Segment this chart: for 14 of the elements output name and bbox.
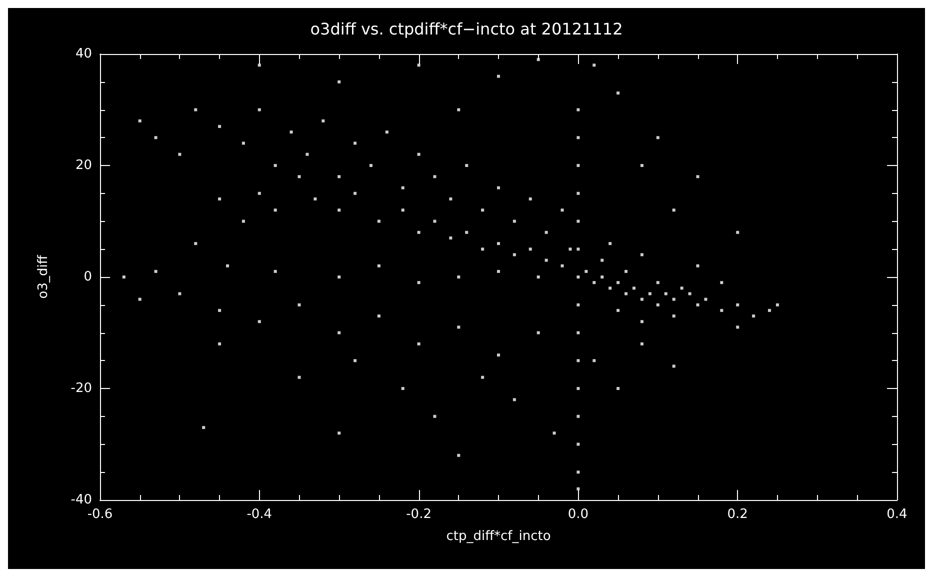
y-axis-title: o3_diff <box>36 254 51 299</box>
y-tick-label: 20 <box>75 158 92 173</box>
x-axis-title: ctp_diff*cf_incto <box>446 529 551 544</box>
x-tick-label: -0.2 <box>406 507 432 522</box>
x-tick-label: 0.0 <box>568 507 589 522</box>
x-tick-label: -0.6 <box>87 507 113 522</box>
y-tick-label: -40 <box>70 492 92 508</box>
x-tick-label: 0.4 <box>886 507 908 522</box>
y-tick-label: 40 <box>75 46 92 62</box>
y-tick-label: -20 <box>70 381 92 396</box>
x-tick-label: -0.4 <box>246 507 272 522</box>
y-tick-label: 0 <box>84 270 92 284</box>
chart-title: o3diff vs. ctpdiff*cf−incto at 20121112 <box>310 20 623 38</box>
x-tick-label: 0.2 <box>727 507 748 522</box>
